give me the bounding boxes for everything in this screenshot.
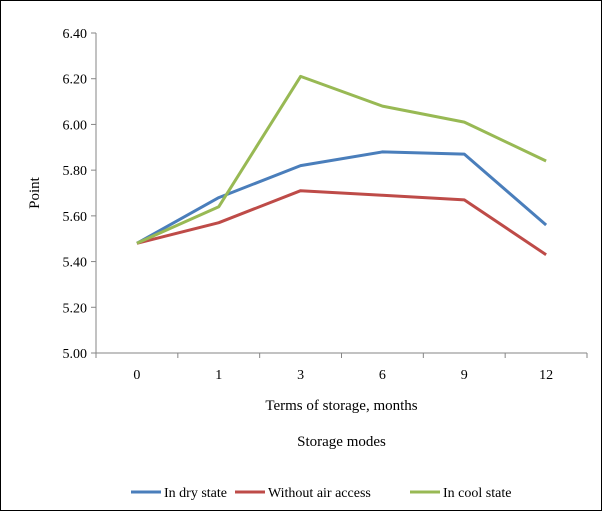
series-line-1 — [136, 150, 548, 245]
y-tick-label: 6.40 — [63, 27, 88, 42]
x-tick-label: 9 — [461, 368, 468, 383]
y-tick-label: 5.80 — [63, 164, 88, 179]
y-tick-label: 5.00 — [63, 347, 88, 362]
legend-label-1: In dry state — [164, 486, 227, 501]
y-tick-label: 6.20 — [63, 73, 88, 88]
y-tick-label: 5.40 — [63, 256, 88, 271]
y-tick-label: 6.00 — [63, 118, 88, 133]
legend-label-2: Without air access — [268, 486, 371, 501]
x-tick-label: 12 — [539, 368, 553, 383]
series-line-2 — [136, 189, 547, 256]
legend-title: Storage modes — [297, 434, 386, 450]
x-axis-ticks: 0 1 3 6 9 12 — [95, 353, 588, 383]
x-tick-label: 0 — [133, 368, 140, 383]
x-tick-label: 1 — [215, 368, 222, 383]
y-tick-label: 5.60 — [63, 210, 88, 225]
series-lines — [136, 74, 548, 256]
y-tick-label: 5.20 — [63, 301, 88, 316]
y-axis-ticks: 5.00 5.20 5.40 5.60 5.80 6.00 6.20 6.40 — [63, 27, 96, 362]
x-tick-label: 6 — [379, 368, 386, 383]
legend: In dry state Without air access In cool st… — [131, 486, 511, 501]
x-axis-title: Terms of storage, months — [265, 398, 417, 414]
series-line-3 — [136, 74, 547, 245]
y-axis-title: Point — [27, 176, 43, 209]
legend-label-3: In cool state — [443, 486, 511, 501]
x-tick-label: 3 — [297, 368, 304, 383]
